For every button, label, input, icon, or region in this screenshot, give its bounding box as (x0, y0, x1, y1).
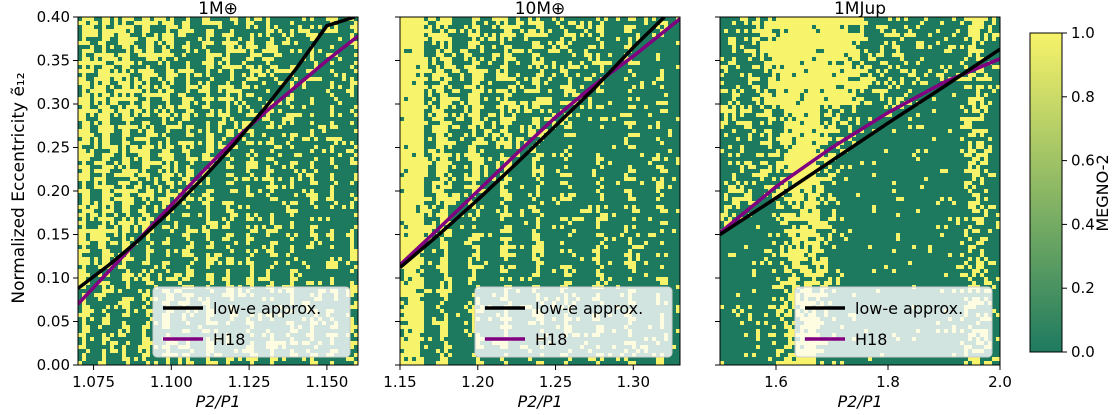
colorbar-label: MEGNO-2 (1093, 154, 1112, 231)
legend-label: H18 (213, 330, 245, 349)
x-tick-label: 2.0 (988, 373, 1012, 391)
y-tick-label: 0.30 (37, 95, 70, 113)
x-tick-label: 1.150 (305, 373, 348, 391)
colorbar-tick-label: 1.0 (1071, 24, 1095, 42)
legend: low-e approx. H18 (153, 287, 350, 357)
panels: 1M⊕ 1.075 1.100 1.125 1.150 P2/P1 0.00 0.05 0.10… (37, 0, 1012, 411)
x-axis-label: P2/P1 (195, 392, 240, 411)
x-tick-label: 1.15 (383, 373, 416, 391)
x-tick-label: 1.30 (617, 373, 650, 391)
colorbar-ticks: 0.0 0.2 0.4 0.6 0.8 1.0 (1062, 24, 1095, 361)
colorbar-gradient (1030, 33, 1062, 352)
panel-title: 10M⊕ (515, 0, 566, 19)
legend-label: low-e approx. (535, 299, 643, 318)
y-tick-label: 0.00 (37, 356, 70, 374)
y-tick-label: 0.05 (37, 313, 70, 331)
legend: low-e approx. H18 (795, 287, 992, 357)
x-tick-label: 1.20 (461, 373, 494, 391)
legend-box (795, 287, 992, 357)
colorbar-tick-label: 0.0 (1071, 343, 1095, 361)
panel-1: 1M⊕ 1.075 1.100 1.125 1.150 P2/P1 0.00 0.05 0.10… (37, 0, 358, 411)
legend: low-e approx. H18 (475, 287, 672, 357)
legend-label: H18 (855, 330, 887, 349)
colorbar-tick-label: 0.6 (1071, 152, 1095, 170)
x-axis-label: P2/P1 (837, 392, 882, 411)
x-tick-label: 1.075 (72, 373, 115, 391)
legend-label: low-e approx. (213, 299, 321, 318)
x-axis-label: P2/P1 (517, 392, 562, 411)
x-tick-label: 1.8 (876, 373, 900, 391)
colorbar-tick-label: 0.8 (1071, 88, 1095, 106)
legend-box (475, 287, 672, 357)
panel-title: 1MJup (834, 0, 886, 19)
x-tick-label: 1.25 (539, 373, 572, 391)
y-tick-label: 0.20 (37, 182, 70, 200)
y-tick-label: 0.25 (37, 139, 70, 157)
x-tick-label: 1.6 (764, 373, 788, 391)
legend-box (153, 287, 350, 357)
legend-label: low-e approx. (855, 299, 963, 318)
colorbar: 0.0 0.2 0.4 0.6 0.8 1.0 MEGNO-2 (1030, 24, 1112, 361)
colorbar-tick-label: 0.2 (1071, 279, 1095, 297)
colorbar-tick-label: 0.4 (1071, 215, 1095, 233)
x-tick-label: 1.100 (150, 373, 193, 391)
x-tick-label: 1.125 (228, 373, 271, 391)
y-tick-label: 0.40 (37, 8, 70, 26)
y-tick-label: 0.10 (37, 269, 70, 287)
y-axis-label: Normalized Eccentricity ẽ₁₂ (9, 72, 29, 303)
legend-label: H18 (535, 330, 567, 349)
y-tick-label: 0.15 (37, 226, 70, 244)
y-tick-label: 0.35 (37, 52, 70, 70)
panel-title: 1M⊕ (198, 0, 238, 19)
panel-2: 10M⊕ 1.15 1.20 1.25 1.30 P2/P1 low-e approx. H1… (383, 0, 680, 411)
panel-3: 1MJup 1.6 1.8 2.0 P2/P1 low-e approx. H18 (715, 0, 1012, 411)
